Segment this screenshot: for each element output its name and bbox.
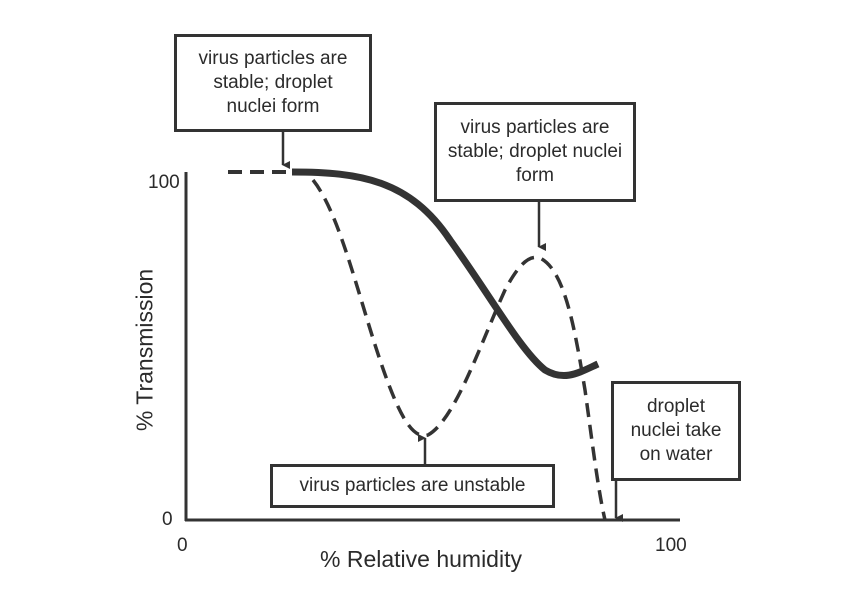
x-axis-label: % Relative humidity <box>320 546 522 572</box>
annotation-box-unstable: virus particles are unstable <box>270 464 555 508</box>
y-tick-0: 0 <box>162 509 173 530</box>
y-axis-label: % Transmission <box>131 268 158 432</box>
x-tick-100: 100 <box>655 535 687 556</box>
annotation-box-take-on-water: droplet nuclei take on water <box>611 381 741 481</box>
y-tick-100: 100 <box>148 172 180 193</box>
solid-transmission-curve <box>291 168 600 379</box>
x-tick-0: 0 <box>177 535 188 556</box>
dashed-transmission-curve <box>311 178 607 521</box>
annotation-box-stable-1: virus particles are stable; droplet nucl… <box>174 34 372 132</box>
annotation-box-stable-2: virus particles are stable; droplet nucl… <box>434 102 636 202</box>
